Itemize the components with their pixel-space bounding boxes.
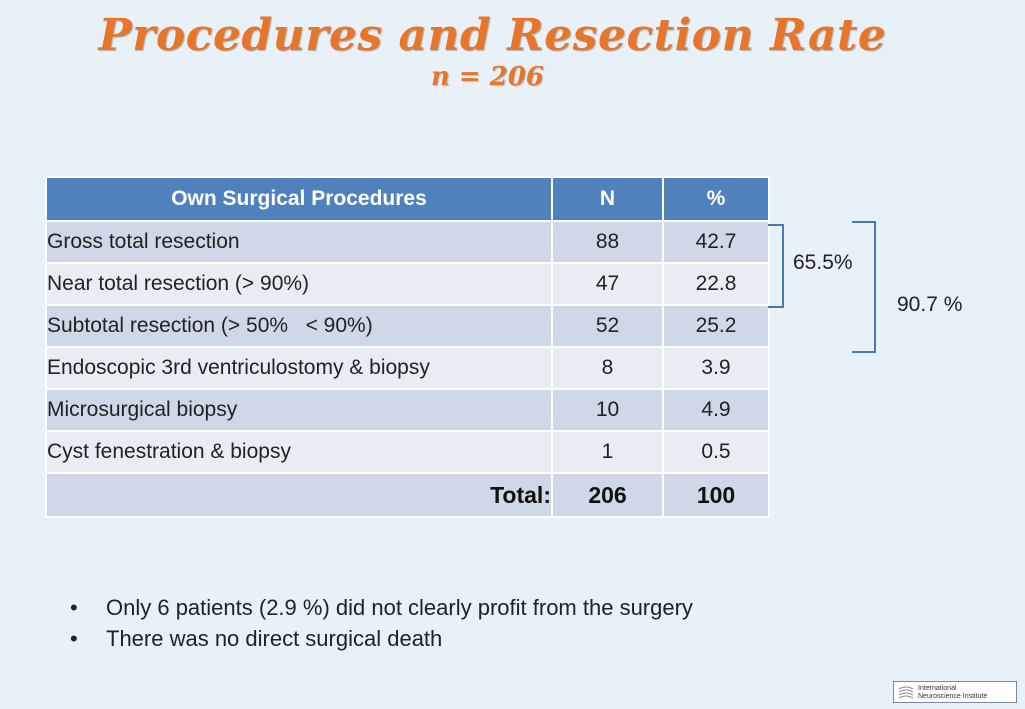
n-cell: 10 (551, 388, 664, 432)
table-row: Cyst fenestration & biopsy 1 0.5 (45, 430, 770, 474)
bullet-icon: • (70, 626, 78, 651)
n-cell: 47 (551, 262, 664, 306)
procedures-table: Own Surgical Procedures N % Gross total … (45, 176, 770, 518)
slide-subtitle: n = 206 (430, 62, 545, 92)
procedure-cell: Endoscopic 3rd ventriculostomy & biopsy (45, 346, 553, 390)
institute-logo: International Neuroscience Institute (893, 681, 1017, 703)
note-text: Only 6 patients (2.9 %) did not clearly … (106, 595, 693, 620)
procedure-cell: Gross total resection (45, 220, 553, 264)
n-cell: 1 (551, 430, 664, 474)
procedure-cell: Near total resection (> 90%) (45, 262, 553, 306)
bullet-icon: • (70, 595, 78, 620)
table-row: Endoscopic 3rd ventriculostomy & biopsy … (45, 346, 770, 390)
table-row: Subtotal resection (> 50% < 90%) 52 25.2 (45, 304, 770, 348)
bracket-first-three-rows (852, 221, 876, 353)
notes-list: • Only 6 patients (2.9 %) did not clearl… (70, 592, 693, 654)
bracket-label-first-two: 65.5% (793, 251, 853, 274)
note-text: There was no direct surgical death (106, 626, 443, 651)
procedure-cell: Microsurgical biopsy (45, 388, 553, 432)
table-header-row: Own Surgical Procedures N % (45, 176, 770, 222)
brain-icon (898, 686, 914, 699)
bracket-label-first-three: 90.7 % (897, 293, 963, 316)
header-percent: % (662, 176, 770, 222)
procedure-cell: Subtotal resection (> 50% < 90%) (45, 304, 553, 348)
procedure-cell: Cyst fenestration & biopsy (45, 430, 553, 474)
percent-cell: 4.9 (662, 388, 770, 432)
percent-cell: 42.7 (662, 220, 770, 264)
n-cell: 8 (551, 346, 664, 390)
table-row: Gross total resection 88 42.7 (45, 220, 770, 264)
n-cell: 52 (551, 304, 664, 348)
bracket-first-two-rows (768, 224, 784, 308)
table-row: Microsurgical biopsy 10 4.9 (45, 388, 770, 432)
total-label: Total: (45, 472, 553, 518)
slide-title: Procedures and Resection Rate (98, 10, 887, 61)
percent-cell: 25.2 (662, 304, 770, 348)
n-cell: 88 (551, 220, 664, 264)
list-item: • There was no direct surgical death (70, 623, 693, 654)
percent-cell: 0.5 (662, 430, 770, 474)
total-row: Total: 206 100 (45, 472, 770, 518)
percent-cell: 22.8 (662, 262, 770, 306)
header-procedures: Own Surgical Procedures (45, 176, 553, 222)
percent-cell: 3.9 (662, 346, 770, 390)
header-n: N (551, 176, 664, 222)
logo-line-1: International (918, 685, 957, 692)
list-item: • Only 6 patients (2.9 %) did not clearl… (70, 592, 693, 623)
table-row: Near total resection (> 90%) 47 22.8 (45, 262, 770, 306)
total-n: 206 (551, 472, 664, 518)
total-percent: 100 (662, 472, 770, 518)
logo-line-2: Neuroscience Institute (918, 693, 988, 700)
